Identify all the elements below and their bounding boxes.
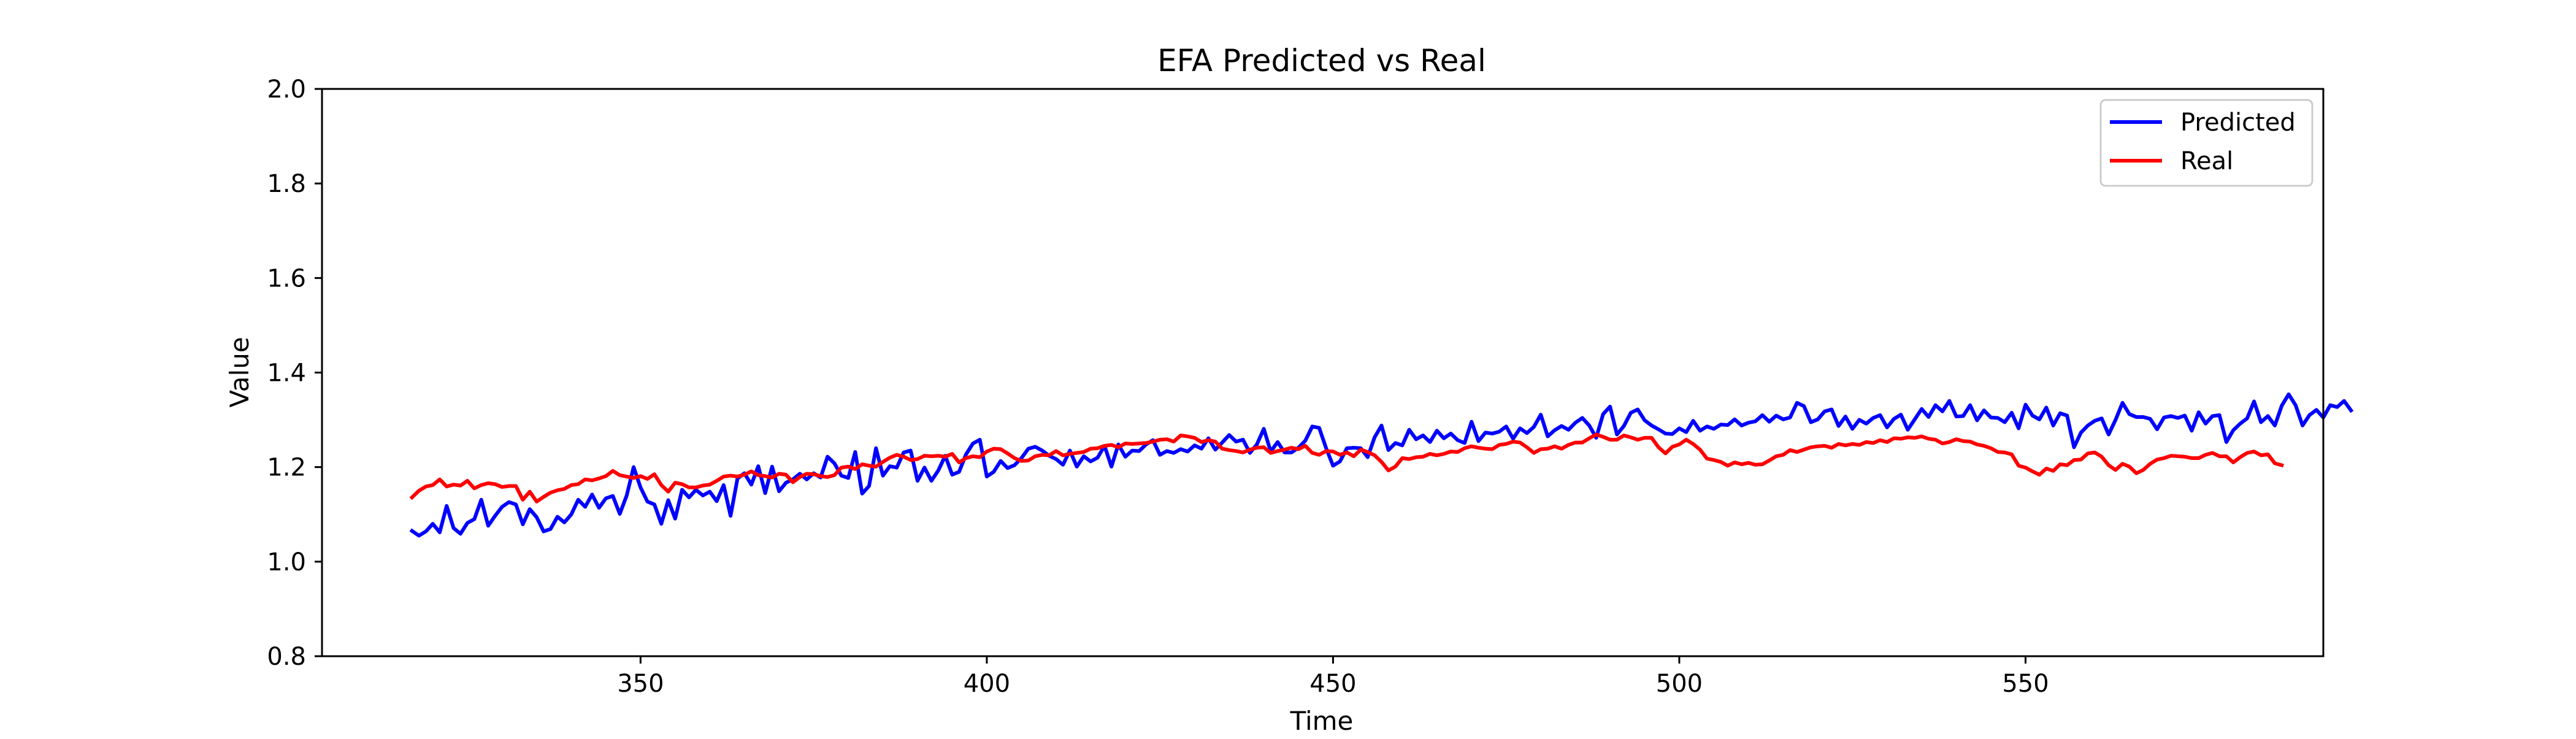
legend: Predicted Real	[2099, 99, 2313, 187]
y-tick-label: 1.2	[267, 454, 306, 482]
y-tick-label: 1.8	[267, 170, 306, 198]
x-tick-label: 400	[964, 670, 1010, 698]
x-tick-label: 350	[617, 670, 664, 698]
legend-label-real: Real	[2180, 147, 2233, 175]
x-tick-label: 450	[1309, 670, 1356, 698]
y-tick-label: 2.0	[267, 75, 306, 104]
y-tick-label: 1.4	[267, 359, 306, 388]
axis-ticks: 350 400 450 500 550 0.8 1.0 1.2 1.4 1.6 1.8 2.0	[267, 75, 2049, 698]
y-axis-label: Value	[224, 337, 255, 407]
x-axis-label: Time	[1290, 706, 1354, 736]
x-tick-label: 500	[1656, 670, 1703, 698]
series-line-real	[409, 432, 2284, 504]
y-tick-label: 0.8	[267, 643, 306, 671]
legend-label-predicted: Predicted	[2180, 109, 2296, 137]
y-tick-label: 1.6	[267, 264, 306, 293]
plot-frame	[321, 88, 2325, 657]
x-tick-label: 550	[2002, 670, 2049, 698]
y-tick-label: 1.0	[267, 548, 306, 576]
chart-title: EFA Predicted vs Real	[1157, 43, 1486, 78]
series-layer	[409, 392, 2354, 538]
series-line-predicted	[409, 392, 2354, 538]
